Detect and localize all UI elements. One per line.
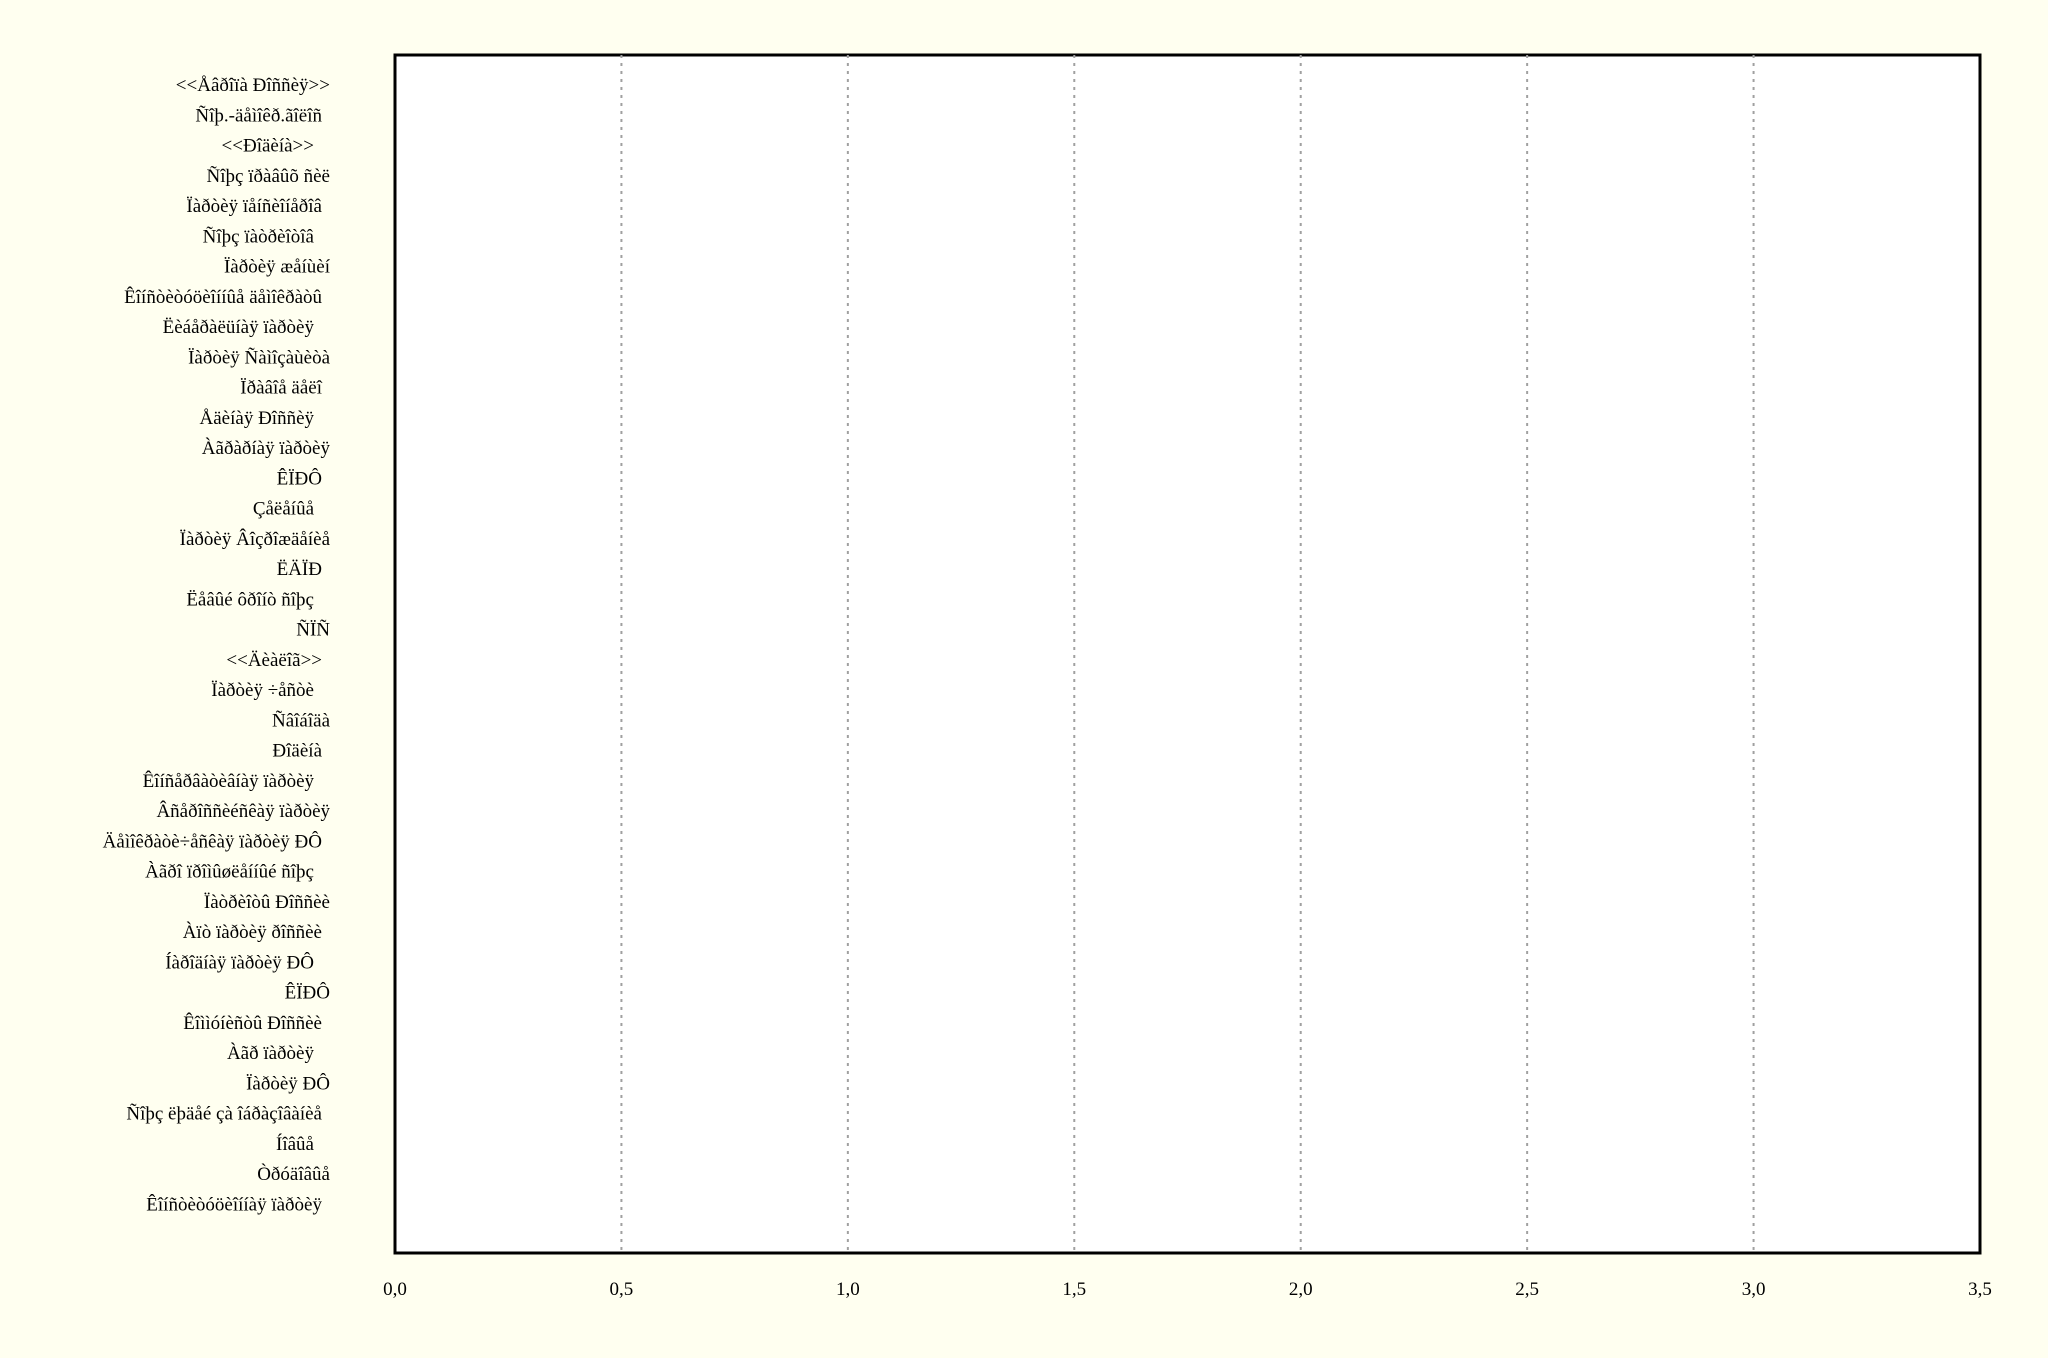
plot-area-frame [393, 53, 1982, 1255]
leaf-label-11: Åäèíàÿ Ðîññèÿ [200, 408, 315, 429]
leaf-label-18: ÑÏÑ [296, 619, 330, 641]
leaf-label-0: <<Åâðîïà Ðîññèÿ>> [176, 75, 330, 96]
plot-frame [393, 53, 1982, 1255]
leaf-label-22: Ðîäèíà [272, 741, 322, 762]
leaf-label-36: Òðóäîâûå [257, 1163, 330, 1185]
leaf-label-6: Ïàðòèÿ æåíùèí [224, 257, 331, 278]
x-tick-label: 0,0 [383, 1279, 407, 1300]
leaf-label-24: Âñåðîññèéñêàÿ ïàðòèÿ [156, 800, 330, 822]
leaf-label-25: Äåìîêðàòè÷åñêàÿ ïàðòèÿ ÐÔ [103, 830, 322, 852]
leaf-label-15: Ïàðòèÿ Âîçðîæäåíèå [180, 528, 331, 550]
leaf-label-1: Ñîþ.-äåìîêð.ãîëîñ [195, 104, 322, 126]
x-tick-label: 0,5 [610, 1279, 634, 1300]
leaf-label-33: Ïàðòèÿ ÐÔ [246, 1072, 330, 1094]
leaf-label-10: Ïðàâîå äåëî [240, 378, 322, 399]
leaf-label-37: Êîíñòèòóöèîííàÿ ïàðòèÿ [146, 1193, 322, 1215]
x-tick-label: 1,0 [836, 1279, 860, 1300]
leaf-label-12: Àãðàðíàÿ ïàðòèÿ [202, 437, 331, 459]
leaf-label-29: Íàðîäíàÿ ïàðòèÿ ÐÔ [165, 951, 314, 973]
leaf-label-7: Êîíñòèòóöèîííûå äåìîêðàòû [124, 286, 322, 308]
x-tick-label: 1,5 [1062, 1279, 1086, 1300]
leaf-label-20: Ïàðòèÿ ÷åñòè [211, 680, 314, 701]
leaf-label-21: Ñâîáîäà [272, 709, 331, 731]
leaf-label-27: Ïàòðèîòû Ðîññèè [204, 892, 330, 913]
leaf-label-34: Ñîþç ëþäåé çà îáðàçîâàíèå [126, 1103, 322, 1125]
leaf-label-14: Çåëåíûå [253, 499, 315, 520]
leaf-label-23: Êîíñåðâàòèâíàÿ ïàðòèÿ [143, 770, 315, 792]
leaf-label-17: Ëåâûé ôðîíò ñîþç [186, 589, 314, 610]
leaf-label-32: Àãð ïàðòèÿ [227, 1042, 315, 1064]
leaf-label-9: Ïàðòèÿ Ñàìîçàùèòà [188, 346, 330, 368]
leaf-label-19: <<Äèàëîã>> [226, 650, 322, 671]
x-tick-label: 2,0 [1289, 1279, 1313, 1300]
leaf-label-16: ËÄÏÐ [277, 559, 322, 580]
leaf-label-28: Àïò ïàðòèÿ ðîññèè [183, 921, 322, 943]
leaf-label-8: Ëèáåðàëüíàÿ ïàðòèÿ [163, 317, 315, 338]
x-tick-label: 3,5 [1968, 1279, 1992, 1300]
leaf-label-13: ÊÏÐÔ [277, 467, 322, 489]
leaf-label-5: Ñîþç ïàòðèîòîâ [203, 225, 315, 247]
leaf-label-31: Êîììóíèñòû Ðîññèè [183, 1012, 322, 1034]
leaf-labels: <<Åâðîïà Ðîññèÿ>> Ñîþ.-äåìîêð.ãîëîñ <<Ðîäè… [103, 75, 331, 1215]
leaf-label-3: Ñîþç ïðàâûõ ñèë [207, 165, 330, 187]
leaf-label-35: Íîâûå [276, 1133, 315, 1155]
x-tick-label: 3,0 [1742, 1279, 1766, 1300]
x-tick-label: 2,5 [1515, 1279, 1539, 1300]
leaf-label-2: <<Ðîäèíà>> [222, 136, 314, 157]
leaf-label-4: Ïàðòèÿ ïåíñèîíåðîâ [186, 196, 322, 217]
leaf-label-30: ÊÏÐÔ [285, 982, 330, 1004]
leaf-label-26: Àãðî ïðîìûøëåííûé ñîþç [145, 861, 314, 883]
